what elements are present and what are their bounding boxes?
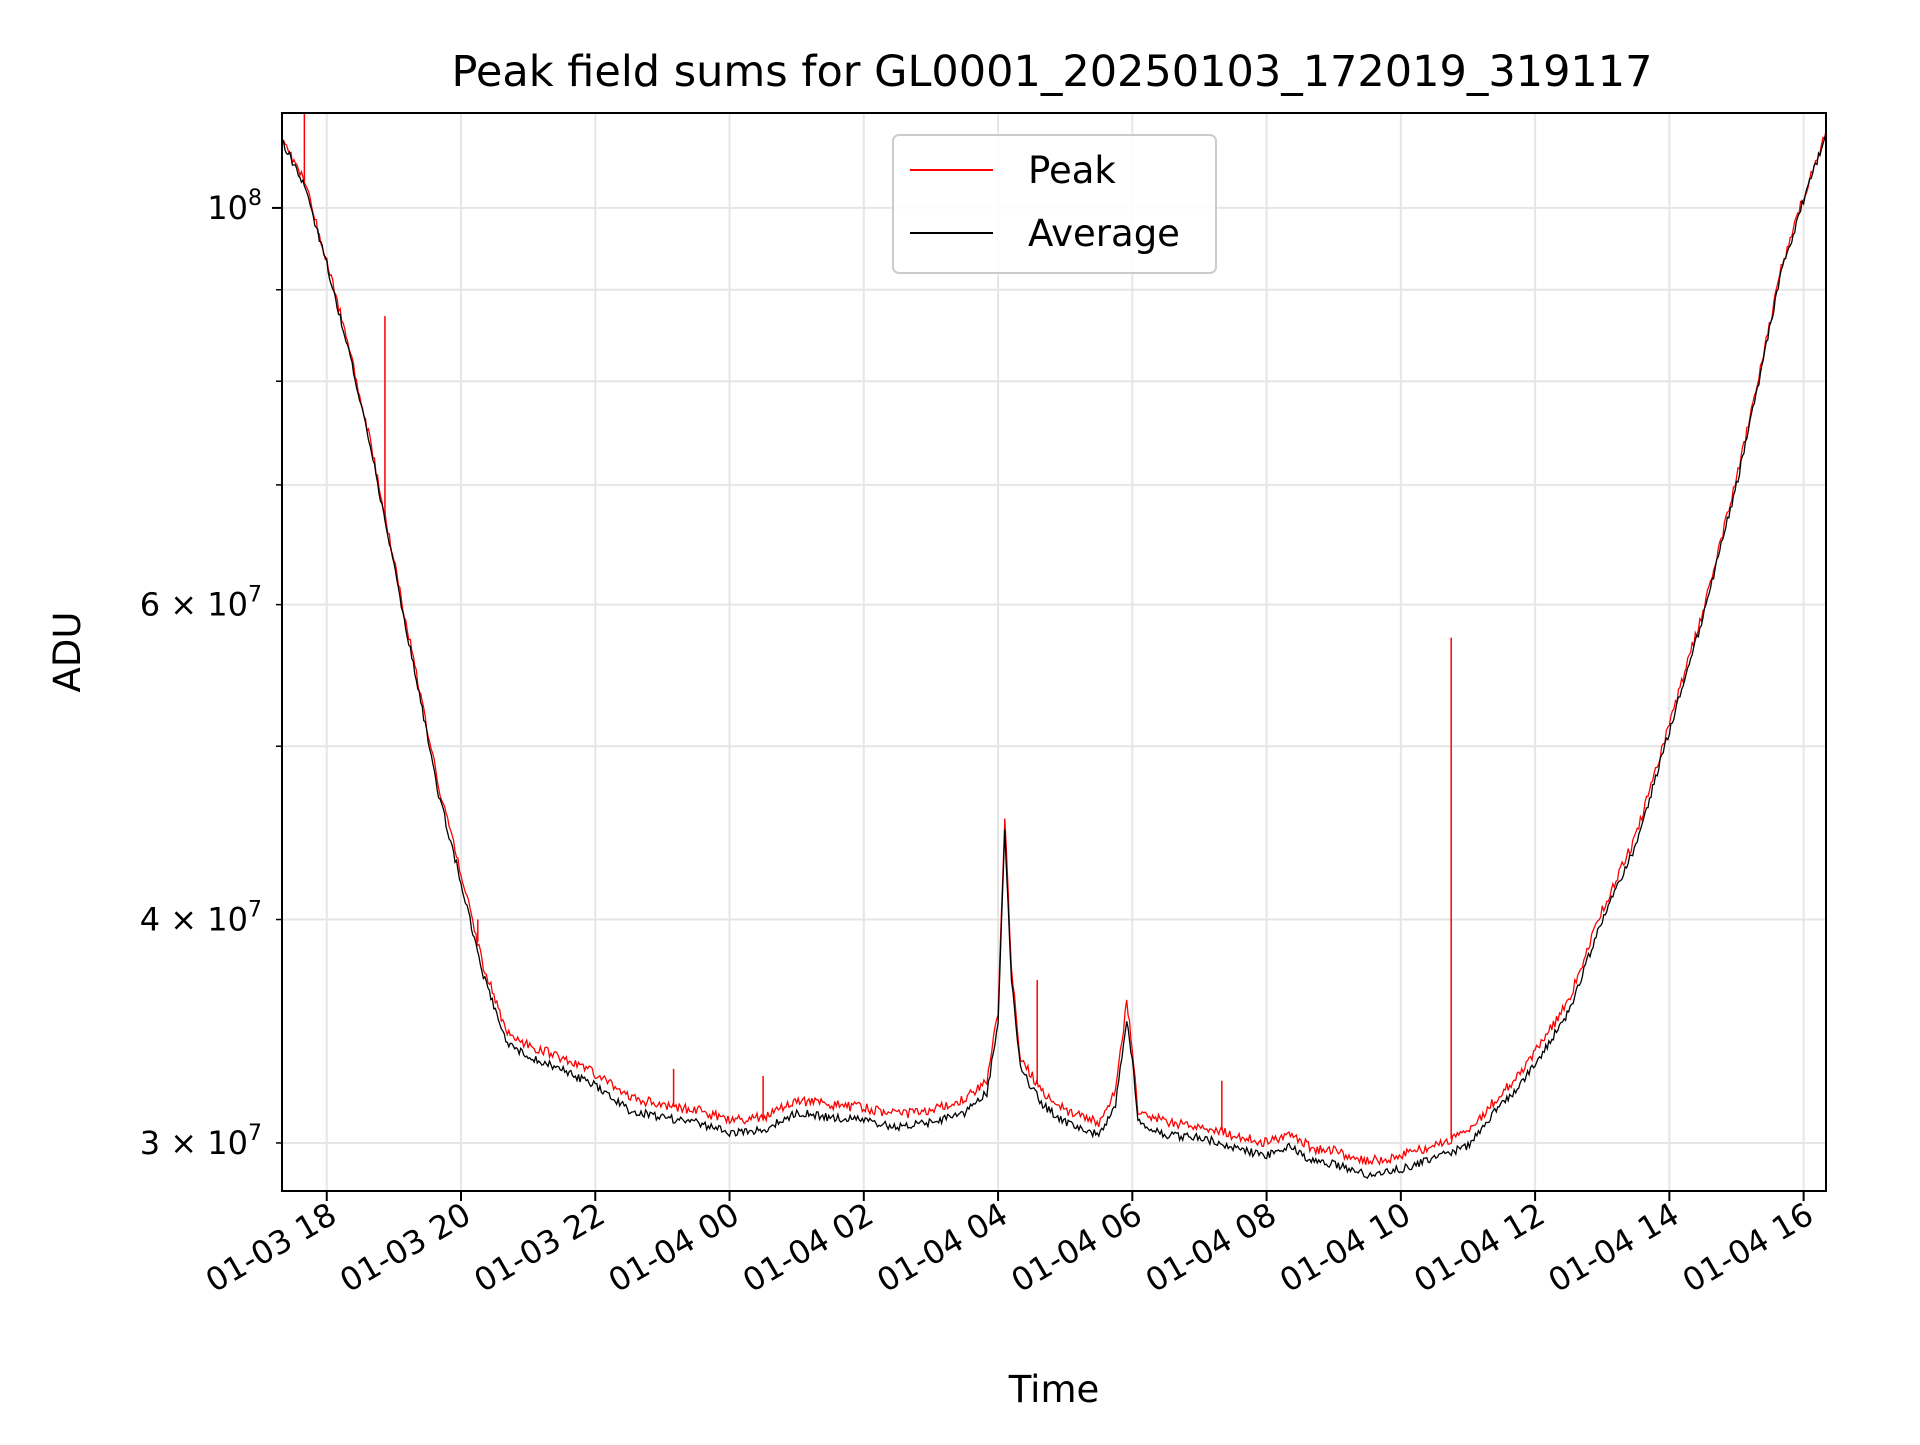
legend: Peak Average <box>892 134 1217 274</box>
average-series-line <box>282 133 1826 1180</box>
plot-frame <box>281 112 1827 1192</box>
legend-peak-label: Peak <box>1028 149 1116 192</box>
y-tick-label: 3 × 107 <box>140 1121 262 1162</box>
chart-title: Peak field sums for GL0001_20250103_1720… <box>452 47 1653 97</box>
grid <box>282 113 1826 1191</box>
x-axis-label: Time <box>1008 1368 1100 1411</box>
y-axis-label: ADU <box>46 612 89 693</box>
y-tick-label: 6 × 107 <box>140 583 262 624</box>
legend-average-label: Average <box>1028 212 1180 255</box>
series-layer <box>282 113 1826 1180</box>
peak-series-line <box>282 130 1826 1166</box>
y-tick-label: 108 <box>207 186 262 227</box>
y-axis: 108 3 × 107 4 × 107 6 × 107 <box>140 186 282 1162</box>
y-tick-label: 4 × 107 <box>140 898 262 939</box>
